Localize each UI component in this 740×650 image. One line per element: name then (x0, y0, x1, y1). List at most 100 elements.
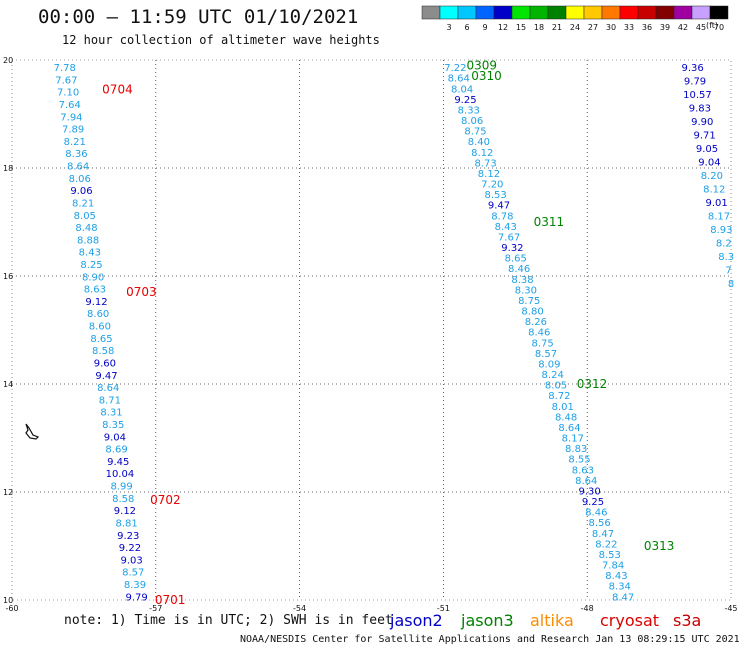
chart-subtitle: 12 hour collection of altimeter wave hei… (62, 33, 380, 47)
colorbar-label: 18 (534, 23, 544, 32)
pass-time-label: 0309 (466, 58, 497, 72)
colorbar-label: 45 (696, 23, 706, 32)
colorbar-label: 30 (606, 23, 616, 32)
wave-height-label: 8 (728, 279, 734, 290)
wave-height-label: 8.64 (575, 476, 597, 487)
wave-height-label: 8.38 (511, 275, 533, 286)
wave-height-label: 7.78 (54, 63, 76, 74)
wave-height-label: 8.48 (555, 412, 577, 423)
colorbar-label: 39 (660, 23, 670, 32)
y-tick-label: 14 (3, 380, 13, 389)
wave-height-label: 8.43 (605, 571, 627, 582)
wave-height-label: 8.64 (67, 162, 89, 173)
wave-height-label: 9.90 (691, 117, 713, 128)
wave-height-label: 7.84 (602, 561, 624, 572)
wave-height-label: 8.39 (124, 580, 146, 591)
wave-height-label: 8.78 (491, 211, 513, 222)
wave-height-label: 8.72 (548, 391, 570, 402)
wave-height-label: 8.90 (82, 272, 104, 283)
colorbar-label: 42 (678, 23, 688, 32)
wave-height-label: 8.01 (552, 402, 574, 413)
colorbar-swatch (673, 5, 693, 20)
wave-height-label: 8.30 (515, 285, 537, 296)
wave-height-label: 8.12 (478, 169, 500, 180)
colorbar-swatch (547, 5, 567, 20)
wave-height-label: 8.36 (65, 149, 87, 160)
wave-height-label: 8.24 (542, 370, 564, 381)
wave-height-label: 8.57 (122, 568, 144, 579)
wave-height-label: 8.21 (64, 137, 86, 148)
wave-height-label: 8.64 (448, 74, 470, 85)
wave-height-label: 8.58 (112, 494, 134, 505)
colorbar-label: 21 (552, 23, 562, 32)
wave-height-label: 9.25 (454, 95, 476, 106)
wave-height-label: 9.60 (94, 358, 116, 369)
wave-height-label: 8.33 (458, 105, 480, 116)
plot-frame (11, 59, 732, 601)
wave-height-label: 8.53 (485, 190, 507, 201)
y-tick-label: 18 (3, 164, 13, 173)
colorbar-swatch (583, 5, 603, 20)
wave-height-label: 7.22 (444, 63, 466, 74)
wave-height-label: 9.03 (120, 555, 142, 566)
chart-title: 00:00 – 11:59 UTC 01/10/2021 (38, 6, 359, 28)
wave-height-label: 9.04 (104, 432, 126, 443)
wave-height-label: 8.47 (592, 529, 614, 540)
wave-height-label: 8.99 (110, 482, 132, 493)
colorbar-label: 24 (570, 23, 580, 32)
wave-height-label: 8.09 (538, 359, 560, 370)
colorbar-label: 36 (642, 23, 652, 32)
wave-height-label: 9.83 (689, 104, 711, 115)
data-marks: 7.787.677.107.647.947.898.218.368.648.06… (54, 58, 735, 607)
colorbar-swatch (709, 5, 729, 20)
colorbar-swatch (511, 5, 531, 20)
wave-height-label: 8.55 (568, 455, 590, 466)
legend-s3a: s3a (673, 611, 702, 630)
wave-height-label: 8.12 (703, 185, 725, 196)
colorbar-swatch (529, 5, 549, 20)
pass-time-label: 0704 (102, 83, 133, 97)
pass-time-label: 0311 (534, 215, 565, 229)
colorbar-swatch (421, 5, 441, 20)
wave-height-label: 8.83 (565, 444, 587, 455)
wave-height-label: 8.93 (710, 225, 732, 236)
wave-height-label: 8.63 (84, 285, 106, 296)
wave-height-label: 9.06 (70, 186, 92, 197)
wave-height-label: 7.64 (59, 100, 81, 111)
wave-height-label: 8.75 (518, 296, 540, 307)
colorbar-label: 9 (482, 23, 487, 32)
legend-jason3: jason3 (461, 611, 514, 630)
wave-height-label: 8.05 (545, 381, 567, 392)
wave-height-label: 9.30 (578, 486, 600, 497)
wave-height-label: 8.25 (80, 260, 102, 271)
y-tick-label: 10 (3, 596, 13, 605)
wave-height-label: 8.26 (525, 317, 547, 328)
pass-time-label: 0702 (150, 493, 181, 507)
colorbar-label: 12 (498, 23, 508, 32)
wave-height-label: 10.57 (683, 90, 712, 101)
colorbar-label: 15 (516, 23, 526, 32)
wave-height-label: 9.22 (119, 543, 141, 554)
wave-height-label: 9.25 (582, 497, 604, 508)
y-tick-label: 12 (3, 488, 13, 497)
colorbar-label: 6 (464, 23, 469, 32)
colorbar-swatch (475, 5, 495, 20)
wave-height-label: 8.60 (89, 322, 111, 333)
wave-height-label: 9.71 (694, 131, 716, 142)
x-tick-label: -54 (293, 604, 306, 613)
pass-time-label: 0701 (155, 593, 186, 607)
wave-height-label: 9.45 (107, 457, 129, 468)
colorbar-swatch (637, 5, 657, 20)
cursor-icon (25, 423, 40, 440)
y-tick-label: 20 (3, 56, 13, 65)
colorbar-label: 3 (446, 23, 451, 32)
colorbar: 3 6 9 12 15 18 21 24 27 30 33 36 39 42 45 70 (421, 5, 729, 32)
colorbar-swatch (601, 5, 621, 20)
wave-height-label: 8.22 (595, 539, 617, 550)
wave-height-label: 8.12 (471, 148, 493, 159)
x-tick-label: -60 (5, 604, 18, 613)
x-tick-label: -45 (724, 604, 737, 613)
wave-height-label: 8.64 (558, 423, 580, 434)
